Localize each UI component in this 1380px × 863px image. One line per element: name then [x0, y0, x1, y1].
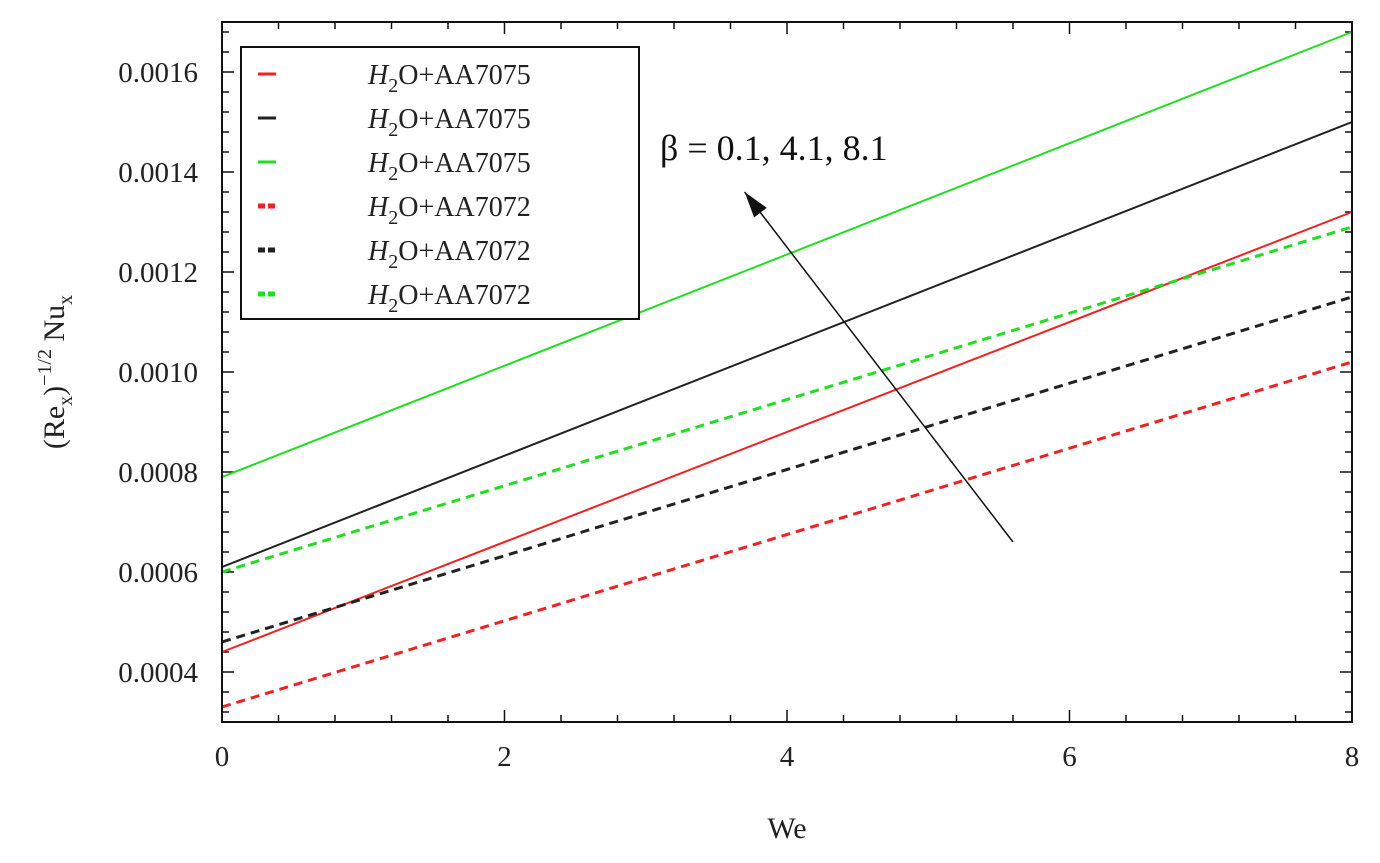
series-line-1: [221, 211, 1353, 653]
axis-labels: 0 2 4 6 8 0.0004 0.0006 0.0008 0.0010 0.0012 0.001…: [34, 57, 1359, 845]
annotation-arrow-shaft: [744, 191, 1014, 543]
series-line-2: [221, 121, 1353, 568]
legend-label-1: H2O+AA7075: [367, 60, 531, 97]
series-line-4: [221, 360, 1353, 709]
ticks: [221, 22, 1353, 722]
x-tick-label: 8: [1345, 741, 1360, 773]
y-axis-label: (Rex)−1/2 Nux: [34, 295, 77, 449]
legend-label-3: H2O+AA7075: [367, 148, 531, 185]
annotation-group: β = 0.1, 4.1, 8.1: [660, 128, 1014, 543]
y-tick-label: 0.0010: [118, 357, 198, 389]
y-tick-label: 0.0008: [118, 457, 198, 489]
x-axis-label: We: [767, 812, 806, 845]
legend: H2O+AA7075 H2O+AA7075 H2O+AA7075 H2O+AA7072…: [240, 46, 640, 320]
series-line-5: [221, 295, 1353, 644]
y-tick-label: 0.0016: [118, 57, 198, 89]
legend-label-5: H2O+AA7072: [367, 236, 531, 273]
y-tick-label: 0.0014: [118, 157, 198, 189]
annotation-text: β = 0.1, 4.1, 8.1: [660, 128, 888, 168]
x-tick-label: 2: [497, 741, 512, 773]
y-tick-label: 0.0012: [118, 257, 198, 289]
series-line-6: [221, 225, 1353, 574]
plot-frame: [221, 21, 1353, 723]
y-tick-label: 0.0004: [118, 657, 198, 689]
legend-label-6: H2O+AA7072: [367, 280, 531, 317]
x-tick-label: 0: [215, 741, 230, 773]
x-tick-label: 4: [780, 741, 795, 773]
series-line-3: [221, 31, 1353, 478]
legend-label-2: H2O+AA7075: [367, 104, 531, 141]
series-group: [221, 31, 1353, 709]
legend-box: [240, 46, 640, 320]
y-tick-label: 0.0006: [118, 557, 198, 589]
annotation-arrow-head: [744, 192, 767, 218]
x-tick-label: 6: [1062, 741, 1077, 773]
legend-label-4: H2O+AA7072: [367, 192, 531, 229]
